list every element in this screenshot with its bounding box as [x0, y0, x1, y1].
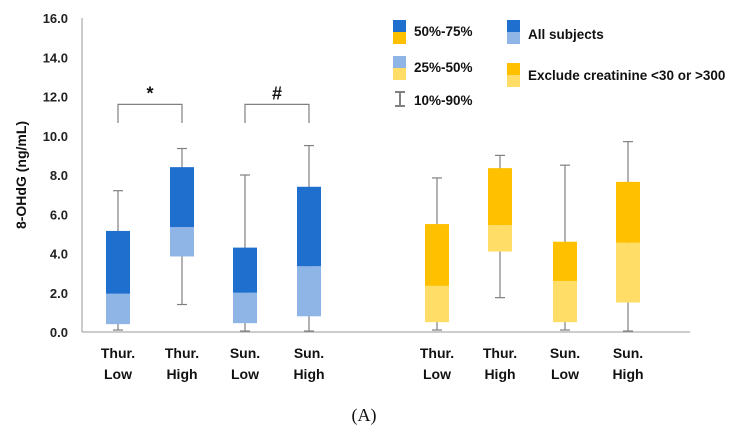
- category-label: Thur.: [101, 345, 135, 361]
- y-tick-label: 6.0: [50, 207, 68, 222]
- box-lower-quartile: [425, 285, 449, 323]
- box-upper-quartile: [297, 186, 321, 267]
- axes: 0.0 2.0 4.0 6.0 8.0 10.0 12.0 14.0 16.0: [43, 11, 690, 340]
- box-upper-quartile: [233, 247, 257, 293]
- box-lower-quartile: [488, 225, 512, 252]
- box-upper-quartile: [170, 167, 194, 228]
- category-label: Low: [423, 366, 451, 382]
- y-tick-label: 12.0: [43, 90, 68, 105]
- box-upper-quartile: [425, 224, 449, 286]
- y-tick-label: 14.0: [43, 50, 68, 65]
- y-tick-label: 4.0: [50, 247, 68, 262]
- legend-swatch-q3-bottom: [393, 32, 406, 44]
- category-label: Thur.: [165, 345, 199, 361]
- category-label: Sun.: [613, 345, 643, 361]
- category-label: Sun.: [294, 345, 324, 361]
- category-label: High: [166, 366, 197, 382]
- y-tick-label: 16.0: [43, 11, 68, 26]
- category-label: Thur.: [420, 345, 454, 361]
- significance-marker: #: [272, 83, 282, 103]
- box-lower-quartile: [233, 292, 257, 324]
- y-tick-label: 2.0: [50, 286, 68, 301]
- category-label: High: [293, 366, 324, 382]
- y-tick-label: 8.0: [50, 168, 68, 183]
- category-label: Thur.: [483, 345, 517, 361]
- legend-label-excl: Exclude creatinine <30 or >300: [528, 68, 725, 83]
- category-label: Low: [104, 366, 132, 382]
- legend-swatch-all-top: [507, 20, 520, 32]
- legend-label-q2: 25%-50%: [414, 60, 473, 75]
- legend-label-whisker: 10%-90%: [414, 93, 473, 108]
- legend-swatch-q2-bottom: [393, 68, 406, 80]
- significance-bracket: [117, 103, 183, 123]
- significance-bracket: [244, 103, 310, 123]
- category-label: Low: [231, 366, 259, 382]
- box-upper-quartile: [488, 168, 512, 226]
- legend-swatch-q3-top: [393, 20, 406, 32]
- legend-swatch-q2-top: [393, 56, 406, 68]
- legend-label-q3: 50%-75%: [414, 24, 473, 39]
- box-upper-quartile: [553, 241, 577, 281]
- category-label: Sun.: [230, 345, 260, 361]
- category-label: High: [612, 366, 643, 382]
- category-label: High: [484, 366, 515, 382]
- box-lower-quartile: [616, 242, 640, 303]
- legend-swatch-all-bottom: [507, 32, 520, 44]
- legend: 50%-75% 25%-50% 10%-90% All subjects Exclude…: [393, 20, 725, 108]
- y-tick-label: 10.0: [43, 129, 68, 144]
- category-label: Sun.: [550, 345, 580, 361]
- box-lower-quartile: [297, 266, 321, 317]
- box-upper-quartile: [106, 230, 130, 294]
- box-lower-quartile: [170, 227, 194, 257]
- legend-swatch-excl-top: [507, 63, 520, 75]
- box-lower-quartile: [106, 293, 130, 325]
- box-lower-quartile: [553, 280, 577, 323]
- box-series: Thur. Low Thur. High Sun. Low Sun. High Thur. Low…: [101, 141, 644, 382]
- category-label: Low: [551, 366, 579, 382]
- significance-annotations: * #: [117, 83, 310, 123]
- y-tick-label: 0.0: [50, 325, 68, 340]
- legend-swatch-excl-bottom: [507, 75, 520, 87]
- significance-marker: *: [146, 83, 153, 103]
- legend-label-all: All subjects: [528, 27, 604, 42]
- panel-label: (A): [352, 405, 377, 426]
- box-upper-quartile: [616, 181, 640, 243]
- y-axis-label: 8-OHdG (ng/mL): [13, 121, 29, 229]
